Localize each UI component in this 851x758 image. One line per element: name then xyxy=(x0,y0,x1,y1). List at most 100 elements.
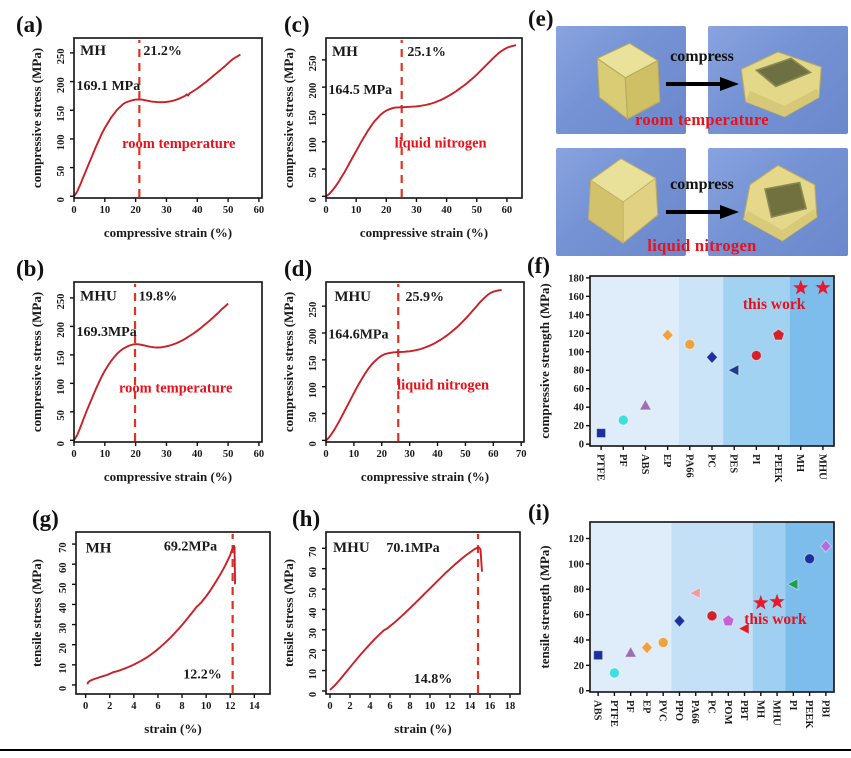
x-axis-title: compressive strain (%) xyxy=(360,225,488,240)
data-point-PC xyxy=(705,350,719,365)
annotation: 25.9% xyxy=(405,290,444,305)
y-tick-label: 30 xyxy=(308,628,319,639)
category-label: PI xyxy=(750,454,761,465)
data-point-PVC xyxy=(657,637,669,649)
data-point-MHU xyxy=(769,593,785,609)
x-tick-label: 40 xyxy=(192,449,203,460)
data-point-PI xyxy=(786,577,799,591)
x-axis-title: compressive strain (%) xyxy=(361,469,489,484)
panel-label-f: (f) xyxy=(527,253,550,278)
annotation: room temperature xyxy=(122,136,236,152)
y-tick-label: 40 xyxy=(58,603,69,614)
x-tick-label: 20 xyxy=(381,205,392,216)
y-tick-label: 150 xyxy=(308,110,319,126)
category-label: EP xyxy=(661,454,672,468)
x-tick-label: 6 xyxy=(155,701,160,712)
y-tick-label: 100 xyxy=(568,559,584,570)
chart-c-compressive-mh-ln2: 0 50 100 150 200 250 0 10 20 30 40 50 60 compressive … xyxy=(282,30,530,242)
panel-label-b: (b) xyxy=(16,256,45,281)
category-label: PTFE xyxy=(608,700,619,727)
data-point-PEEK xyxy=(804,553,816,565)
x-tick-label: 10 xyxy=(425,701,436,712)
x-tick-label: 12 xyxy=(445,701,456,712)
x-axis-title: compressive strain (%) xyxy=(104,469,232,484)
y-tick-label: 40 xyxy=(574,635,585,646)
y-tick-label: 0 xyxy=(58,686,69,691)
chart-g-tensile-mh: 0 10 20 30 40 50 60 70 0 2 4 6 8 10 12 14 strain (%) tens… xyxy=(30,524,280,738)
y-tick-label: 200 xyxy=(56,77,67,93)
y-axis-title: compressive stress (MPa) xyxy=(282,48,296,188)
y-tick-label: 100 xyxy=(308,137,319,153)
annotation: 25.1% xyxy=(407,45,446,60)
annotation: 164.6MPa xyxy=(328,328,388,343)
y-tick-label: 250 xyxy=(308,55,319,71)
x-tick-label: 30 xyxy=(161,205,172,216)
plot-border xyxy=(589,275,835,447)
x-tick-label: 2 xyxy=(107,701,112,712)
plot-border xyxy=(325,531,521,695)
y-tick-label: 0 xyxy=(56,197,67,202)
y-tick-label: 120 xyxy=(568,534,584,545)
annotation: liquid nitrogen xyxy=(397,378,489,394)
data-point-PI xyxy=(750,349,762,361)
y-tick-label: 20 xyxy=(58,643,69,654)
data-point-PF xyxy=(624,645,638,658)
x-tick-label: 60 xyxy=(502,205,513,216)
scatter-chart-i: 0 20 40 60 80 100 120 ABS PTFE PF EP PVC PPO PA66 PC PO… xyxy=(538,521,835,729)
stress-strain-curve xyxy=(325,289,502,442)
y-tick-label: 250 xyxy=(56,294,67,310)
data-point-POM xyxy=(722,614,735,627)
y-tick-label: 200 xyxy=(308,83,319,99)
x-tick-label: 20 xyxy=(130,205,141,216)
compress-label: compress xyxy=(670,176,734,193)
x-tick-label: 30 xyxy=(411,205,422,216)
line-chart-c: 0 50 100 150 200 250 0 10 20 30 40 50 60 compressive … xyxy=(282,37,523,240)
x-tick-label: 10 xyxy=(100,205,111,216)
y-tick-label: 20 xyxy=(574,421,585,432)
x-tick-label: 16 xyxy=(485,701,496,712)
y-tick-label: 150 xyxy=(56,351,67,367)
category-label: MH xyxy=(794,454,805,472)
background-band xyxy=(590,522,672,692)
annotation: 19.8% xyxy=(139,290,178,305)
data-point-EP xyxy=(640,640,654,655)
hexagon-intact-icon xyxy=(588,158,659,244)
x-tick-label: 6 xyxy=(387,701,392,712)
category-label: PEEK xyxy=(772,454,783,483)
y-tick-label: 80 xyxy=(574,585,585,596)
line-chart-h: 0 10 20 30 40 50 60 70 0 2 4 6 8 10 12 14 16 18 strain (%)… xyxy=(282,531,521,736)
y-axis-title: compressive strength (MPa) xyxy=(538,283,552,439)
x-tick-label: 4 xyxy=(131,701,137,712)
condition-label-rt: room temperature xyxy=(635,110,769,129)
y-axis-title: tensile strength (MPa) xyxy=(538,545,552,668)
compress-label: compress xyxy=(670,48,734,65)
category-label: PEEK xyxy=(803,700,814,729)
chart-b-compressive-mhu-rt: 0 50 100 150 200 250 0 10 20 30 40 50 60 compressive … xyxy=(30,274,270,486)
x-tick-label: 40 xyxy=(441,205,452,216)
annotation: 164.5 MPa xyxy=(328,83,392,98)
category-label: PC xyxy=(706,700,717,714)
y-tick-label: 150 xyxy=(308,355,319,371)
data-point-PC xyxy=(706,610,718,622)
data-point-ABS xyxy=(593,650,604,661)
background-band xyxy=(590,276,679,446)
photo-sample-intact-rt xyxy=(556,26,686,134)
category-label: PI xyxy=(787,700,798,711)
annotation: 14.8% xyxy=(414,672,453,687)
x-axis-title: compressive strain (%) xyxy=(104,225,232,240)
x-tick-label: 8 xyxy=(407,701,412,712)
data-point-PTFE xyxy=(596,428,607,439)
y-tick-label: 60 xyxy=(574,610,585,621)
category-label: PA66 xyxy=(689,700,700,724)
y-tick-label: 40 xyxy=(308,608,319,619)
y-tick-label: 80 xyxy=(574,366,585,377)
x-tick-label: 10 xyxy=(100,449,111,460)
y-tick-label: 50 xyxy=(308,587,319,598)
y-tick-label: 100 xyxy=(308,382,319,398)
y-tick-label: 100 xyxy=(568,347,584,358)
data-point-PES xyxy=(727,363,740,377)
photo-sample-intact-ln2 xyxy=(556,148,686,256)
panel-label-h: (h) xyxy=(292,506,321,531)
x-tick-label: 60 xyxy=(254,205,265,216)
y-axis-title: compressive stress (MPa) xyxy=(30,48,44,188)
